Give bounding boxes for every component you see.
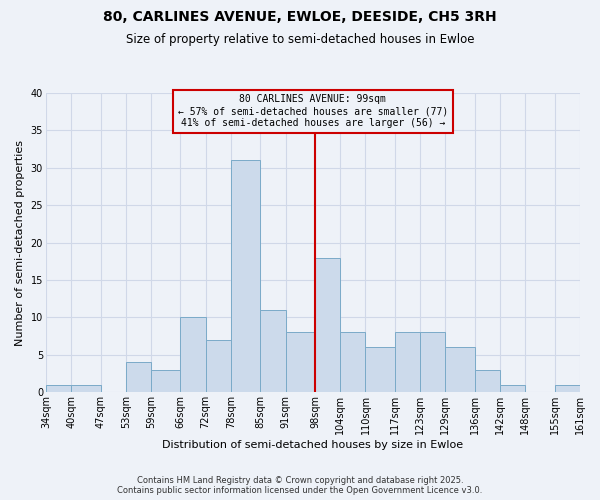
Bar xyxy=(206,340,231,392)
Bar xyxy=(475,370,500,392)
Bar xyxy=(445,348,475,393)
Text: Contains HM Land Registry data © Crown copyright and database right 2025.
Contai: Contains HM Land Registry data © Crown c… xyxy=(118,476,482,495)
Bar xyxy=(231,160,260,392)
Bar xyxy=(71,385,101,392)
Text: 80, CARLINES AVENUE, EWLOE, DEESIDE, CH5 3RH: 80, CARLINES AVENUE, EWLOE, DEESIDE, CH5… xyxy=(103,10,497,24)
Bar xyxy=(340,332,365,392)
Bar xyxy=(500,385,526,392)
Bar xyxy=(365,348,395,393)
Bar xyxy=(420,332,445,392)
Bar xyxy=(555,385,580,392)
Bar xyxy=(286,332,315,392)
Bar xyxy=(315,258,340,392)
Bar xyxy=(395,332,420,392)
Bar xyxy=(181,318,206,392)
Bar xyxy=(151,370,181,392)
Y-axis label: Number of semi-detached properties: Number of semi-detached properties xyxy=(15,140,25,346)
Text: 80 CARLINES AVENUE: 99sqm
← 57% of semi-detached houses are smaller (77)
41% of : 80 CARLINES AVENUE: 99sqm ← 57% of semi-… xyxy=(178,94,448,128)
Text: Size of property relative to semi-detached houses in Ewloe: Size of property relative to semi-detach… xyxy=(126,32,474,46)
X-axis label: Distribution of semi-detached houses by size in Ewloe: Distribution of semi-detached houses by … xyxy=(163,440,463,450)
Bar xyxy=(126,362,151,392)
Bar xyxy=(46,385,71,392)
Bar xyxy=(260,310,286,392)
